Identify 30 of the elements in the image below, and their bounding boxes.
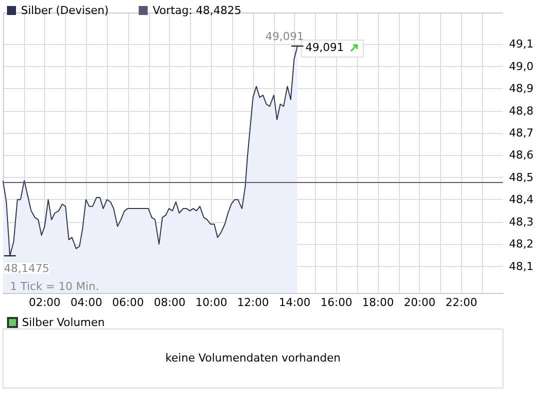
y-tick-label: 49,1: [509, 38, 534, 51]
annotation: 48,1475: [4, 262, 50, 275]
x-tick-label: 14:00: [278, 296, 311, 309]
y-tick-label: 48,8: [509, 104, 534, 118]
x-tick-label: 12:00: [237, 296, 269, 309]
y-tick-label: 48,7: [509, 126, 534, 140]
y-tick-label: 48,2: [509, 238, 534, 251]
y-tick-label: 49,0: [509, 60, 534, 73]
annotation: 49,091: [305, 41, 344, 54]
annotation: 1 Tick = 10 Min.: [10, 280, 100, 293]
y-tick-label: 48,6: [509, 148, 534, 162]
y-tick-label: 48,1: [509, 260, 534, 273]
y-tick-label: 48,9: [509, 82, 534, 96]
x-tick-label: 02:00: [28, 296, 61, 309]
y-tick-label: 48,3: [509, 215, 534, 228]
x-tick-label: 10:00: [195, 296, 228, 309]
text: keine Volumendaten vorhanden: [165, 352, 341, 364]
x-tick-label: 22:00: [445, 296, 478, 309]
x-tick-label: 20:00: [404, 296, 436, 309]
y-tick-label: 48,4: [509, 193, 534, 206]
y-tick-label: 48,5: [509, 170, 534, 184]
legend-label: Silber (Devisen): [21, 4, 109, 17]
x-tick-label: 06:00: [112, 296, 144, 309]
legend-label: Vortag: 48,4825: [152, 4, 242, 17]
x-tick-label: 04:00: [70, 296, 102, 309]
x-tick-label: 08:00: [154, 296, 186, 309]
x-tick-label: 16:00: [320, 296, 352, 309]
annotation: 49,091: [265, 30, 304, 44]
x-tick-label: 18:00: [362, 296, 394, 309]
legend-label: Silber Volumen: [22, 316, 105, 329]
